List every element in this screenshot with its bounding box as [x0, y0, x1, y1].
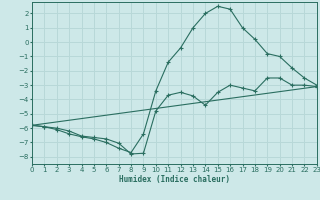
X-axis label: Humidex (Indice chaleur): Humidex (Indice chaleur) — [119, 175, 230, 184]
